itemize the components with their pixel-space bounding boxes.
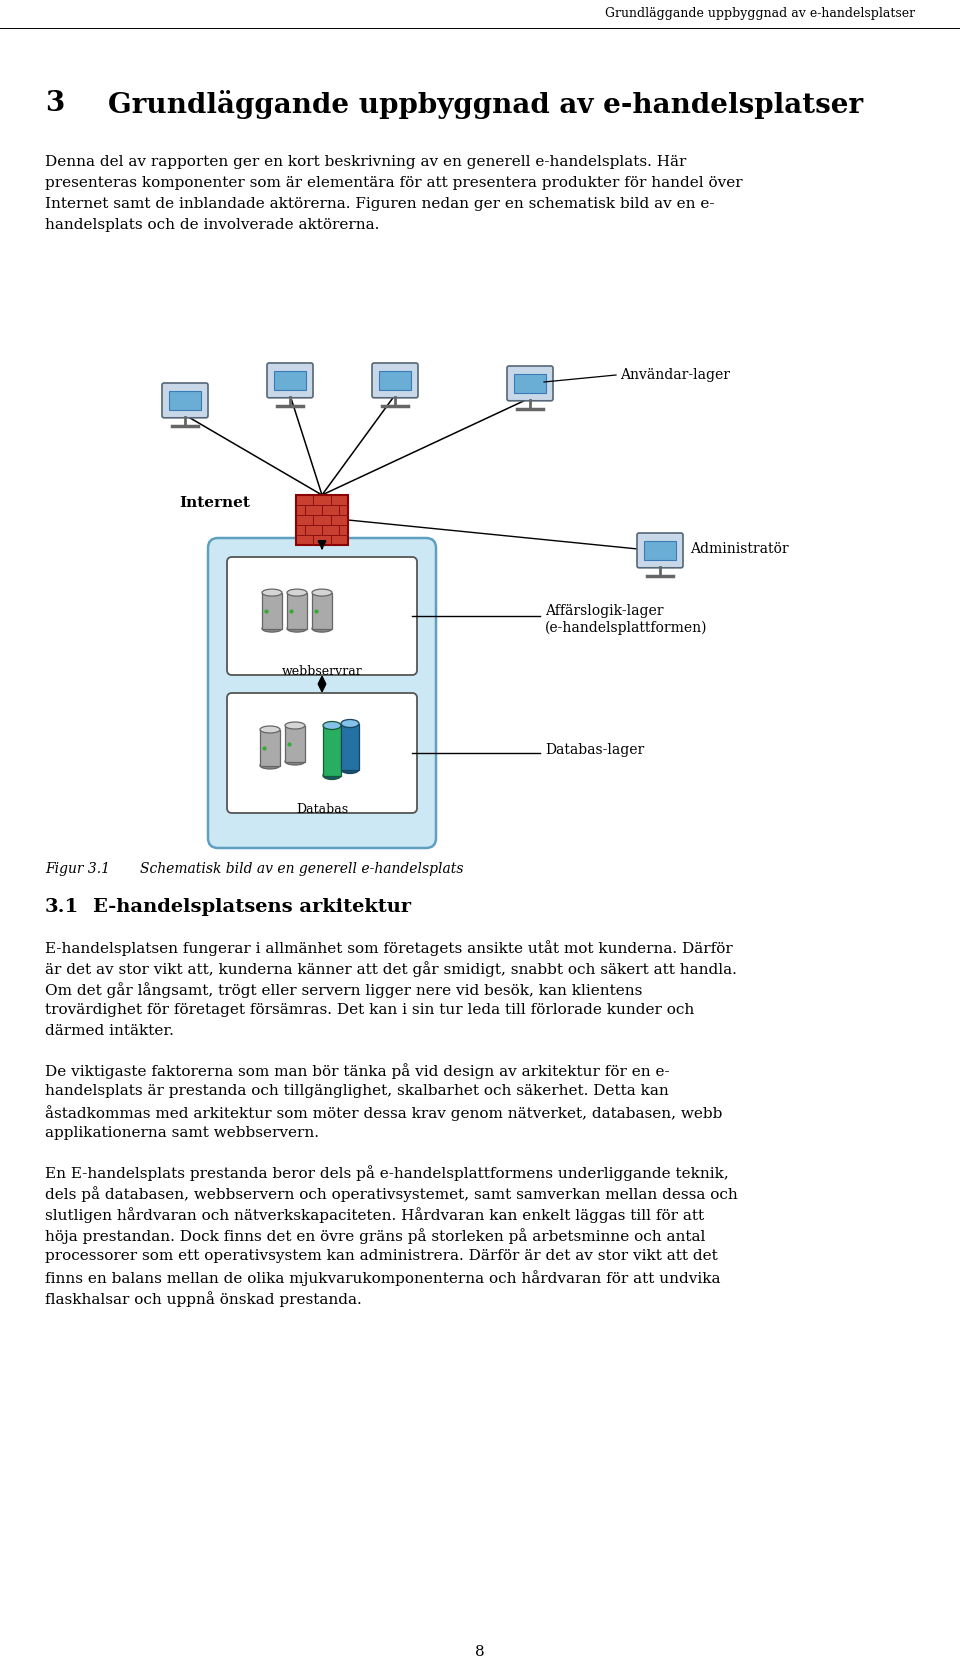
Text: Affärslogik-lager: Affärslogik-lager — [545, 605, 663, 618]
Text: Administratör: Administratör — [690, 543, 788, 556]
FancyBboxPatch shape — [267, 363, 313, 398]
FancyBboxPatch shape — [162, 383, 208, 418]
Text: applikationerna samt webbservern.: applikationerna samt webbservern. — [45, 1126, 319, 1141]
Text: Grundläggande uppbyggnad av e-handelsplatser: Grundläggande uppbyggnad av e-handelspla… — [108, 91, 863, 119]
Bar — [296, 496, 348, 544]
Text: webbservrar: webbservrar — [281, 665, 362, 679]
Ellipse shape — [312, 625, 332, 632]
Text: 3.1: 3.1 — [45, 899, 80, 916]
Text: handelsplats och de involverade aktörerna.: handelsplats och de involverade aktörern… — [45, 218, 379, 232]
Bar — [341, 724, 359, 769]
Text: 8: 8 — [475, 1645, 485, 1660]
FancyBboxPatch shape — [372, 363, 418, 398]
Ellipse shape — [285, 722, 305, 729]
Ellipse shape — [287, 625, 307, 632]
Text: En E-handelsplats prestanda beror dels på e-handelsplattformens underliggande te: En E-handelsplats prestanda beror dels p… — [45, 1164, 729, 1181]
Ellipse shape — [312, 590, 332, 596]
Bar — [514, 375, 546, 393]
Bar — [169, 391, 201, 410]
Text: 3: 3 — [45, 91, 64, 118]
Text: är det av stor vikt att, kunderna känner att det går smidigt, snabbt och säkert : är det av stor vikt att, kunderna känner… — [45, 961, 737, 976]
FancyBboxPatch shape — [227, 692, 417, 813]
Text: därmed intäkter.: därmed intäkter. — [45, 1025, 174, 1038]
Text: Grundläggande uppbyggnad av e-handelsplatser: Grundläggande uppbyggnad av e-handelspla… — [605, 7, 915, 20]
Text: finns en balans mellan de olika mjukvarukomponenterna och hårdvaran för att undv: finns en balans mellan de olika mjukvaru… — [45, 1270, 721, 1285]
Text: slutligen hårdvaran och nätverkskapaciteten. Hårdvaran kan enkelt läggas till fö: slutligen hårdvaran och nätverkskapacite… — [45, 1206, 704, 1223]
Text: E-handelsplatsens arkitektur: E-handelsplatsens arkitektur — [93, 899, 411, 916]
Text: De viktigaste faktorerna som man bör tänka på vid design av arkitektur för en e-: De viktigaste faktorerna som man bör tän… — [45, 1063, 670, 1079]
Bar — [274, 371, 306, 390]
Ellipse shape — [260, 726, 280, 732]
Ellipse shape — [287, 590, 307, 596]
Bar — [262, 593, 282, 628]
Bar — [260, 729, 280, 766]
Text: Schematisk bild av en generell e-handelsplats: Schematisk bild av en generell e-handels… — [140, 862, 464, 875]
Text: Figur 3.1: Figur 3.1 — [45, 862, 110, 875]
Text: handelsplats är prestanda och tillgänglighet, skalbarhet och säkerhet. Detta kan: handelsplats är prestanda och tillgängli… — [45, 1084, 669, 1099]
Text: processorer som ett operativsystem kan administrera. Därför är det av stor vikt : processorer som ett operativsystem kan a… — [45, 1248, 718, 1263]
Bar — [287, 593, 307, 628]
Text: åstadkommas med arkitektur som möter dessa krav genom nätverket, databasen, webb: åstadkommas med arkitektur som möter des… — [45, 1105, 722, 1121]
Text: dels på databasen, webbservern och operativsystemet, samt samverkan mellan dessa: dels på databasen, webbservern och opera… — [45, 1186, 737, 1201]
Text: flaskhalsar och uppnå önskad prestanda.: flaskhalsar och uppnå önskad prestanda. — [45, 1290, 362, 1307]
Bar — [312, 593, 332, 628]
Ellipse shape — [341, 719, 359, 727]
FancyBboxPatch shape — [227, 558, 417, 675]
Text: höja prestandan. Dock finns det en övre gräns på storleken på arbetsminne och an: höja prestandan. Dock finns det en övre … — [45, 1228, 706, 1243]
Text: Om det går långsamt, trögt eller servern ligger nere vid besök, kan klientens: Om det går långsamt, trögt eller servern… — [45, 983, 642, 998]
Text: Databas-lager: Databas-lager — [545, 743, 644, 758]
Ellipse shape — [323, 771, 341, 780]
Ellipse shape — [341, 766, 359, 773]
FancyBboxPatch shape — [208, 538, 436, 848]
Text: Denna del av rapporten ger en kort beskrivning av en generell e-handelsplats. Hä: Denna del av rapporten ger en kort beskr… — [45, 155, 686, 170]
Bar — [379, 371, 411, 390]
Text: Internet: Internet — [180, 496, 251, 511]
Bar — [285, 726, 305, 761]
Text: Användar-lager: Användar-lager — [620, 368, 730, 381]
FancyBboxPatch shape — [637, 533, 683, 568]
Ellipse shape — [323, 721, 341, 729]
Bar — [644, 541, 676, 559]
Ellipse shape — [260, 763, 280, 769]
Text: trovärdighet för företaget försämras. Det kan i sin tur leda till förlorade kund: trovärdighet för företaget försämras. De… — [45, 1003, 694, 1016]
Ellipse shape — [262, 590, 282, 596]
Text: Databas: Databas — [296, 803, 348, 816]
Text: (e-handelsplattformen): (e-handelsplattformen) — [545, 622, 708, 635]
Text: presenteras komponenter som är elementära för att presentera produkter för hande: presenteras komponenter som är elementär… — [45, 176, 743, 190]
Bar — [323, 726, 341, 776]
Text: Internet samt de inblandade aktörerna. Figuren nedan ger en schematisk bild av e: Internet samt de inblandade aktörerna. F… — [45, 197, 714, 212]
Ellipse shape — [285, 758, 305, 764]
Ellipse shape — [262, 625, 282, 632]
FancyBboxPatch shape — [507, 366, 553, 402]
Text: E-handelsplatsen fungerar i allmänhet som företagets ansikte utåt mot kunderna. : E-handelsplatsen fungerar i allmänhet so… — [45, 941, 732, 956]
